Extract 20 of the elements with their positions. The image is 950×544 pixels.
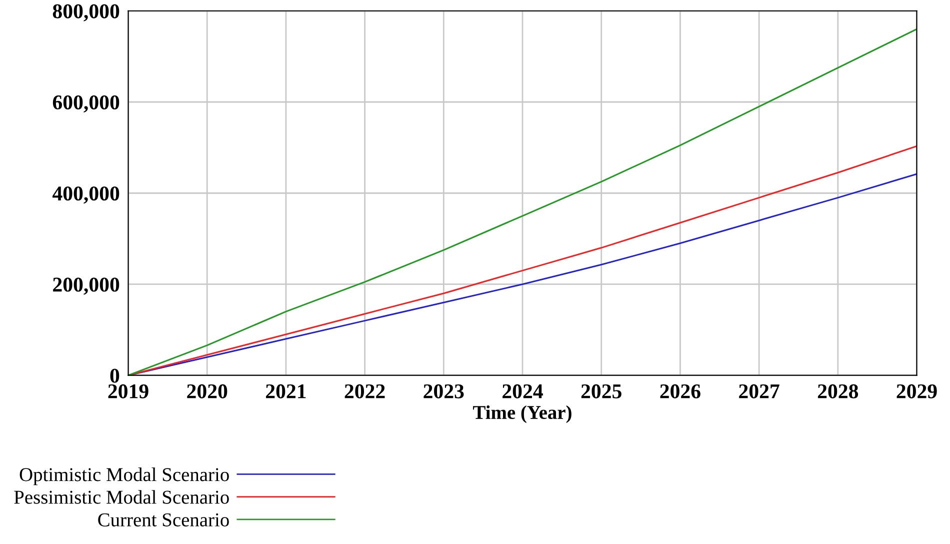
y-tick-label: 200,000 [53,278,120,295]
legend-label: Current Scenario [98,513,229,526]
y-tick-label: 800,000 [52,4,120,22]
x-tick-label: 2024 [502,384,543,398]
x-tick-label: 2022 [344,384,385,398]
x-tick-label: 2020 [187,384,228,398]
x-tick-label: 2029 [896,384,937,398]
x-tick-label: 2027 [739,384,780,398]
x-tick-label: 2028 [818,384,858,398]
x-tick-label: 2019 [108,384,148,398]
x-tick-label: 2023 [424,384,464,398]
legend-label: Optimistic Modal Scenario [20,468,229,486]
y-tick-label: 400,000 [52,186,120,204]
x-tick-label: 2021 [266,384,306,398]
y-tick-label: 0 [110,368,120,383]
x-tick-label: 2026 [660,384,700,398]
x-axis-title: Time (Year) [473,405,572,423]
y-tick-label: 600,000 [52,95,120,112]
legend-label: Pessimistic Modal Scenario [14,490,229,504]
x-tick-label: 2025 [581,384,622,398]
